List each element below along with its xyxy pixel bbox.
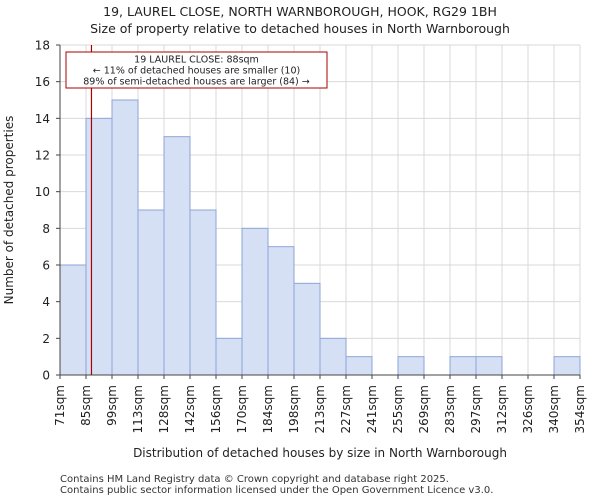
x-tick-label: 354sqm <box>573 385 587 433</box>
bars <box>59 99 581 376</box>
x-tick-label: 156sqm <box>209 385 223 433</box>
x-tick-label: 85sqm <box>79 385 93 426</box>
bar <box>85 117 113 376</box>
footer-line-1: Contains HM Land Registry data © Crown c… <box>60 474 449 485</box>
axis-labels: 0 2 4 6 8 10 12 14 16 18 71sqm 85sqm 99sqm 113sqm 128s… <box>2 39 587 461</box>
bar <box>397 356 425 376</box>
x-tick-label: 326sqm <box>521 385 535 433</box>
x-axis-title: Distribution of detached houses by size … <box>133 446 507 460</box>
bar <box>293 282 321 376</box>
y-axis-title: Number of detached properties <box>2 116 16 305</box>
bar <box>189 209 217 376</box>
axes <box>56 44 581 379</box>
bar <box>267 246 295 376</box>
bar <box>111 99 139 376</box>
footer-line-2: Contains public sector information licen… <box>60 485 494 496</box>
chart-subtitle: Size of property relative to detached ho… <box>90 21 510 36</box>
y-tick-label: 10 <box>35 185 50 199</box>
marker: 19 LAUREL CLOSE: 88sqm← 11% of detached … <box>65 45 328 375</box>
bar <box>59 264 87 376</box>
annotation-line: 89% of semi-detached houses are larger (… <box>83 77 310 88</box>
x-tick-label: 213sqm <box>313 385 327 433</box>
bar <box>137 209 165 376</box>
bar <box>215 337 243 376</box>
x-tick-label: 71sqm <box>53 385 67 426</box>
bar <box>241 227 269 376</box>
bar <box>163 136 191 376</box>
y-tick-label: 12 <box>35 149 50 163</box>
y-tick-label: 18 <box>35 39 50 53</box>
x-tick-label: 312sqm <box>495 385 509 433</box>
x-tick-label: 170sqm <box>235 385 249 433</box>
x-tick-label: 99sqm <box>105 385 119 426</box>
bar <box>319 337 347 376</box>
x-tick-label: 241sqm <box>365 385 379 433</box>
bar <box>345 356 373 376</box>
y-tick-label: 14 <box>35 112 50 126</box>
annotation-line: ← 11% of detached houses are smaller (10… <box>93 66 300 77</box>
y-tick-label: 2 <box>42 332 50 346</box>
x-tick-label: 184sqm <box>261 385 275 433</box>
y-tick-label: 6 <box>42 259 50 273</box>
annotation-box <box>65 51 328 89</box>
x-tick-label: 283sqm <box>443 385 457 433</box>
y-tick-label: 4 <box>42 295 50 309</box>
annotation-line: 19 LAUREL CLOSE: 88sqm <box>134 55 259 66</box>
histogram-chart: 19 LAUREL CLOSE: 88sqm← 11% of detached … <box>2 39 587 461</box>
x-tick-label: 297sqm <box>469 385 483 433</box>
bar <box>449 356 477 376</box>
x-tick-label: 198sqm <box>287 385 301 433</box>
x-tick-label: 227sqm <box>339 385 353 433</box>
y-tick-label: 8 <box>42 222 50 236</box>
bar <box>553 356 581 376</box>
x-tick-label: 340sqm <box>547 385 561 433</box>
x-tick-label: 255sqm <box>391 385 405 433</box>
x-tick-label: 128sqm <box>157 385 171 433</box>
chart-title: 19, LAUREL CLOSE, NORTH WARNBOROUGH, HOO… <box>103 4 497 19</box>
bar <box>475 356 503 376</box>
x-tick-label: 269sqm <box>417 385 431 433</box>
y-tick-label: 16 <box>35 75 50 89</box>
x-tick-label: 113sqm <box>131 385 145 433</box>
y-tick-label: 0 <box>42 369 50 383</box>
x-tick-label: 142sqm <box>183 385 197 433</box>
